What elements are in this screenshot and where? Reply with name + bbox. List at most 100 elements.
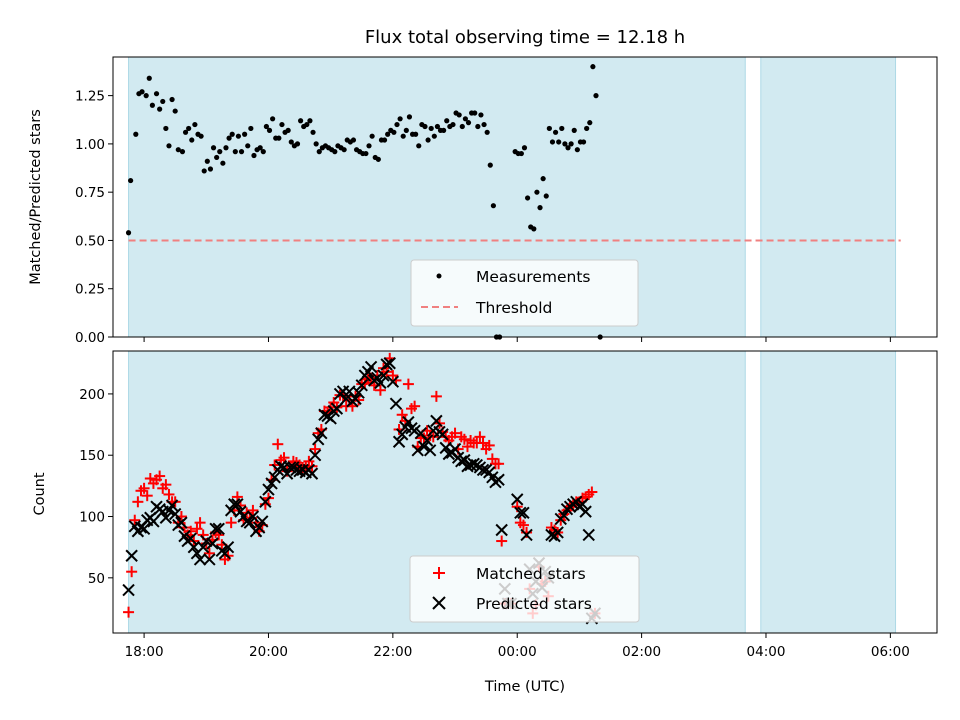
predicted-star-stroke	[330, 402, 344, 415]
predicted-star-marker	[436, 428, 449, 441]
predicted-star-marker	[265, 477, 278, 490]
predicted-star-stroke	[389, 397, 403, 410]
measurement-point	[169, 96, 175, 103]
predicted-star-marker	[159, 511, 173, 524]
measurement-point	[288, 139, 294, 145]
matched-star-marker	[154, 470, 166, 482]
measurement-point	[484, 129, 490, 135]
measurement-point	[242, 131, 248, 137]
predicted-star-stroke	[206, 537, 219, 550]
measurement-point	[459, 123, 465, 130]
measurement-point	[332, 149, 338, 155]
predicted-star-marker	[579, 505, 592, 518]
predicted-star-stroke	[395, 428, 409, 441]
predicted-star-marker	[355, 379, 368, 392]
predicted-legend-label: Predicted stars	[476, 595, 592, 613]
predicted-star-stroke	[231, 498, 244, 511]
predicted-star-stroke	[483, 466, 496, 479]
ratio-y-tick-label: 0.00	[75, 330, 105, 346]
measurement-point	[385, 131, 391, 137]
predicted-star-stroke	[374, 376, 387, 390]
predicted-star-stroke	[209, 522, 222, 535]
matched-star-marker	[474, 431, 486, 443]
predicted-star-stroke	[315, 426, 328, 440]
predicted-star-marker	[196, 540, 210, 554]
measurement-point	[475, 123, 481, 130]
predicted-star-stroke	[262, 483, 275, 496]
measurement-point	[304, 121, 310, 128]
measurement-point	[257, 145, 263, 151]
predicted-star-marker	[206, 537, 219, 550]
predicted-star-marker	[520, 528, 533, 542]
predicted-star-stroke	[349, 392, 362, 406]
predicted-star-stroke	[352, 386, 365, 399]
predicted-star-marker	[386, 375, 400, 388]
measurement-point	[143, 93, 149, 99]
measurement-point	[153, 91, 160, 97]
matched-star-marker	[138, 482, 150, 494]
predicted-star-stroke	[383, 357, 396, 370]
ratio-y-tick-label: 0.25	[75, 282, 105, 298]
measurement-point	[590, 64, 596, 70]
predicted-star-stroke	[128, 520, 141, 533]
measurement-point	[391, 129, 397, 135]
matched-star-marker	[483, 439, 495, 451]
measurement-point	[552, 129, 559, 135]
measurement-point	[298, 118, 304, 124]
predicted-star-marker	[557, 509, 571, 522]
measurement-point	[220, 160, 226, 166]
predicted-star-marker	[246, 510, 260, 523]
count-panel: 50 100 150 200 18:00 20:00 22:00 00:00 02:00 04:…	[32, 350, 938, 695]
measurement-point	[524, 195, 531, 201]
predicted-star-marker	[122, 583, 135, 597]
ratio-y-tick-label: 0.50	[75, 233, 105, 249]
predicted-star-stroke	[436, 428, 449, 441]
predicted-star-stroke	[178, 529, 191, 543]
ratio-y-axis-label: Matched/Predicted stars	[28, 109, 44, 285]
measurement-point	[490, 203, 496, 209]
measurement-point	[375, 156, 381, 162]
measurement-point	[125, 230, 132, 236]
measurement-point	[574, 147, 580, 153]
predicted-star-marker	[137, 522, 151, 535]
measurement-point	[565, 145, 571, 151]
measurement-point	[263, 123, 269, 130]
predicted-star-stroke	[137, 522, 151, 535]
measurement-point	[179, 149, 186, 155]
predicted-star-stroke	[355, 379, 368, 392]
predicted-star-stroke	[408, 424, 421, 437]
predicted-star-stroke	[414, 426, 428, 440]
measurement-point	[416, 143, 422, 149]
measurement-point	[456, 112, 462, 118]
predicted-star-stroke	[203, 553, 216, 566]
predicted-star-marker	[305, 467, 319, 480]
measurement-point	[481, 121, 487, 128]
matched-star-marker	[123, 606, 135, 618]
measurement-point	[285, 127, 291, 133]
matched-star-marker	[496, 535, 508, 547]
predicted-star-stroke	[427, 424, 440, 437]
predicted-star-stroke	[386, 375, 400, 388]
predicted-star-stroke	[187, 540, 201, 554]
count-y-tick-label: 100	[79, 510, 105, 526]
matched-star-marker	[586, 486, 598, 498]
matched-star-marker	[278, 452, 290, 464]
measurement-point	[369, 133, 375, 139]
chart-title: Flux total observing time = 12.18 h	[365, 27, 685, 48]
predicted-star-stroke	[228, 498, 241, 511]
measurement-point	[226, 135, 232, 141]
predicted-star-marker	[492, 473, 505, 486]
predicted-star-marker	[423, 444, 437, 457]
measurement-point	[434, 123, 441, 130]
ratio-y-tick-label: 1.25	[75, 89, 105, 105]
predicted-star-marker	[243, 516, 257, 529]
measurement-point	[543, 193, 549, 199]
measurement-point	[571, 127, 577, 133]
matched-star-marker	[225, 517, 237, 529]
predicted-star-marker	[392, 435, 406, 448]
x-tick-label: 20:00	[249, 644, 288, 660]
measurement-point	[172, 108, 178, 114]
measurement-point	[235, 133, 242, 139]
measurement-point	[587, 120, 593, 126]
measurement-point	[518, 150, 524, 157]
